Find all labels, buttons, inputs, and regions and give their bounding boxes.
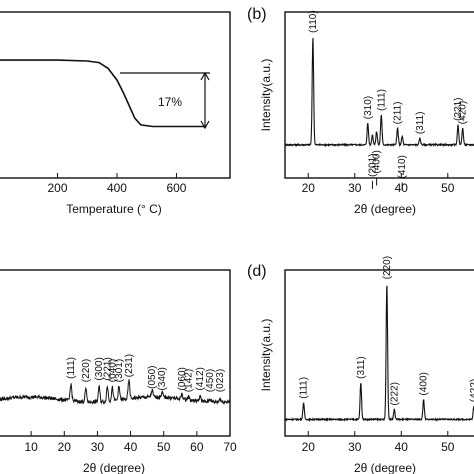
peak-label: (221)	[453, 98, 464, 121]
peak-label: (412)	[195, 367, 206, 390]
panel-d-x-ticks: 20 30 40 50	[302, 431, 455, 454]
panel-c-peak-labels: (111) (220) (300)(221)(040)(301)(231) (050)…	[66, 354, 226, 392]
panel-a-frame	[0, 11, 231, 179]
x-tick-label: 50	[441, 440, 455, 454]
panel-a-x-ticks: 200 400 600	[47, 173, 187, 195]
panel-c-frame	[0, 269, 231, 437]
panel-a-arrow-head-down	[200, 120, 210, 130]
peak-label: (050)	[147, 365, 158, 388]
peak-label: (111)	[299, 377, 310, 399]
x-tick-label: 10	[24, 440, 38, 454]
x-tick-label: 20	[302, 440, 316, 454]
peak-label: (410)	[397, 155, 408, 178]
x-tick-label: 30	[348, 181, 362, 195]
peak-label: (231)	[124, 354, 135, 377]
panel-b-x-axis-title: 2θ (degree)	[354, 202, 416, 216]
panel-c-x-axis-title: 2θ (degree)	[83, 461, 145, 474]
peak-label: (040)	[107, 359, 118, 382]
x-tick-label: 50	[157, 440, 171, 454]
x-tick-label: 50	[441, 181, 455, 195]
panel-a: 200 400 600 Temperature (° C) 17%	[0, 11, 231, 216]
x-tick-label: 70	[223, 440, 237, 454]
panel-d-frame	[284, 269, 474, 437]
panel-b-x-ticks: 20 30 40 50	[302, 173, 455, 195]
peak-label: (301)	[114, 359, 125, 382]
peak-label: (110)	[308, 10, 319, 33]
panel-a-x-axis-title: Temperature (° C)	[66, 202, 162, 216]
panel-a-annotation-label: 17%	[158, 95, 182, 109]
peak-label: (221)	[102, 357, 113, 380]
peak-label: (111)	[376, 89, 387, 111]
peak-label: (142)	[184, 369, 195, 392]
peak-label: (420)	[458, 101, 469, 124]
panel-b-frame	[284, 11, 474, 179]
panel-d: (d) Intensity(a.u.) 20 30 40 50 2θ (degree)…	[247, 256, 474, 474]
panel-c-series-line	[0, 379, 231, 405]
x-tick-label: 40	[124, 440, 138, 454]
peak-label: (023)	[215, 369, 226, 392]
panel-b-y-axis-title: Intensity(a.u.)	[259, 59, 273, 132]
x-tick-label: 20	[58, 440, 72, 454]
x-tick-label: 60	[190, 440, 204, 454]
x-tick-label: 30	[91, 440, 105, 454]
peak-label: (422)	[469, 379, 474, 402]
peak-label: (220)	[81, 359, 92, 382]
panel-d-series-line	[284, 285, 474, 423]
peak-label: (340)	[157, 367, 168, 390]
peak-label: (060)	[177, 367, 188, 390]
x-tick-label: 400	[107, 181, 127, 195]
panel-d-y-axis-title: Intensity(a.u.)	[259, 319, 273, 392]
peak-label: (310)	[363, 96, 374, 119]
panel-d-peak-labels: (111) (311) (220) (222) (400) (422)	[299, 256, 474, 406]
peak-label: (311)	[356, 356, 367, 379]
peak-label: (111)	[66, 357, 77, 379]
panel-a-series-line	[0, 59, 207, 128]
panel-b-peak-labels: (110) (310) (201)(400) (111) (211) (410) (311)…	[308, 10, 469, 191]
x-tick-label: 20	[302, 181, 316, 195]
panel-a-arrow-head-up	[200, 71, 210, 81]
panel-b-letter: (b)	[247, 6, 267, 23]
panel-a-mass-loss-annotation: 17%	[120, 71, 210, 130]
panel-c-x-ticks: 10 20 30 40 50 60 70	[24, 431, 237, 454]
x-tick-label: 30	[348, 440, 362, 454]
peak-label: (211)	[393, 102, 404, 125]
panel-d-x-axis-title: 2θ (degree)	[354, 461, 416, 474]
peak-label: (400)	[419, 372, 430, 395]
peak-label: (400)	[372, 150, 383, 173]
peak-label: (300)	[94, 357, 105, 380]
x-tick-label: 40	[395, 440, 409, 454]
peak-label: (220)	[382, 256, 393, 279]
panel-b-series-line	[284, 37, 474, 148]
x-tick-label: 600	[166, 181, 186, 195]
x-tick-label: 40	[395, 181, 409, 195]
panel-d-letter: (d)	[247, 263, 267, 280]
x-tick-label: 200	[47, 181, 67, 195]
peak-label: (201)	[367, 153, 378, 176]
peak-label: (311)	[415, 112, 426, 135]
panel-b: (b) Intensity(a.u.) 20 30 40 50 2θ (degree)…	[247, 6, 474, 216]
panel-c: 10 20 30 40 50 60 70 2θ (degree) (111) (220) (30…	[0, 269, 237, 474]
peak-label: (222)	[389, 382, 400, 405]
peak-label: (450)	[205, 369, 216, 392]
